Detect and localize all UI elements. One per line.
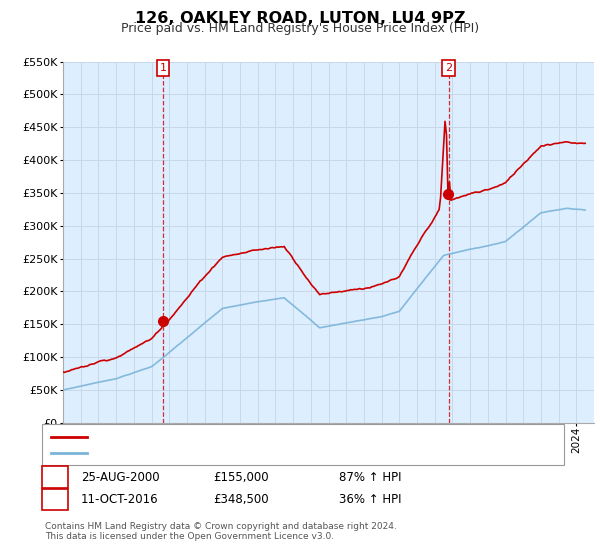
Text: 36% ↑ HPI: 36% ↑ HPI (339, 493, 401, 506)
Text: 25-AUG-2000: 25-AUG-2000 (81, 470, 160, 484)
Text: 2: 2 (51, 493, 59, 506)
Text: HPI: Average price, semi-detached house, Luton: HPI: Average price, semi-detached house,… (94, 449, 345, 458)
Text: £155,000: £155,000 (213, 470, 269, 484)
Text: 87% ↑ HPI: 87% ↑ HPI (339, 470, 401, 484)
Text: 11-OCT-2016: 11-OCT-2016 (81, 493, 158, 506)
Text: 1: 1 (51, 470, 59, 484)
Text: 126, OAKLEY ROAD, LUTON, LU4 9PZ: 126, OAKLEY ROAD, LUTON, LU4 9PZ (135, 11, 465, 26)
Text: £348,500: £348,500 (213, 493, 269, 506)
Text: 1: 1 (160, 63, 167, 73)
Text: Price paid vs. HM Land Registry's House Price Index (HPI): Price paid vs. HM Land Registry's House … (121, 22, 479, 35)
Text: Contains HM Land Registry data © Crown copyright and database right 2024.
This d: Contains HM Land Registry data © Crown c… (45, 522, 397, 542)
Text: 2: 2 (445, 63, 452, 73)
Text: 126, OAKLEY ROAD, LUTON, LU4 9PZ (semi-detached house): 126, OAKLEY ROAD, LUTON, LU4 9PZ (semi-d… (94, 432, 409, 442)
